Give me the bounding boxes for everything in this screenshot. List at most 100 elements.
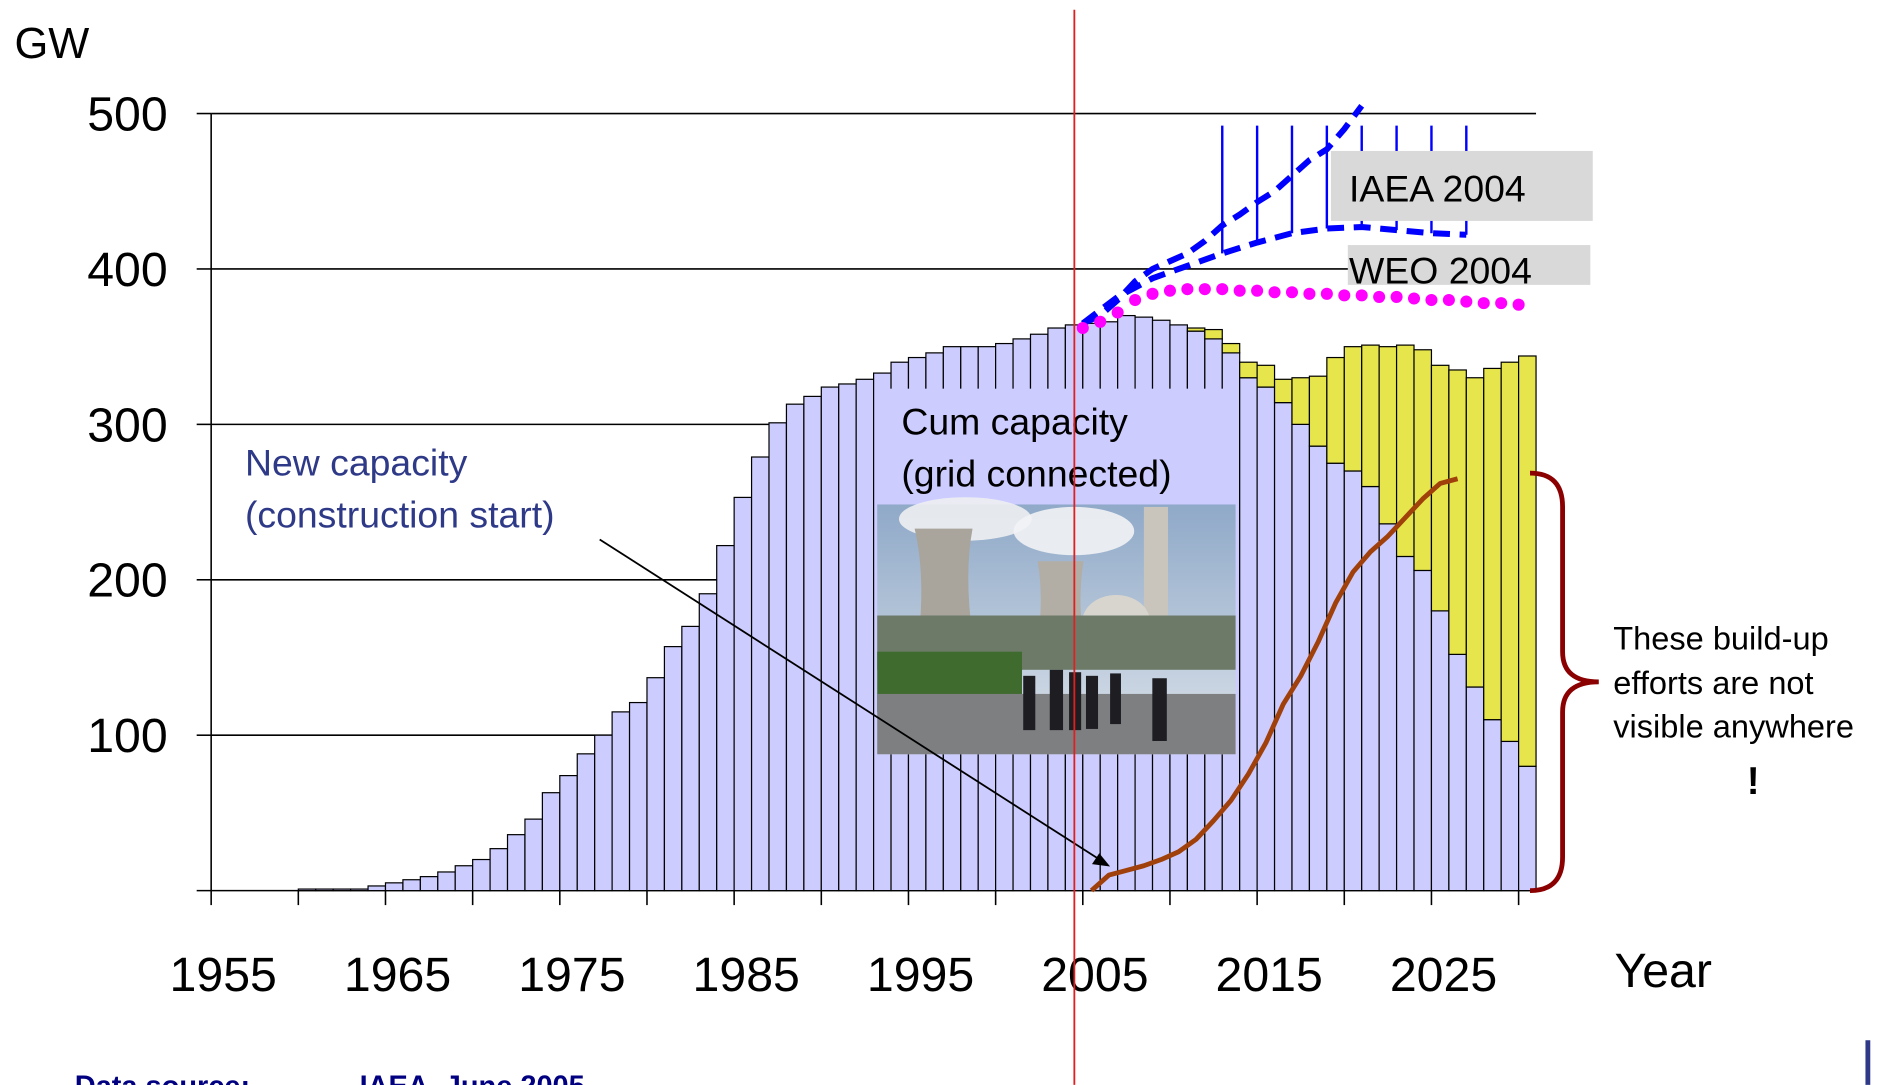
y-tick-label: 100	[87, 709, 168, 763]
weo-dot	[1443, 294, 1455, 306]
new-build-bar	[1275, 379, 1292, 402]
capacity-bar	[1519, 766, 1536, 890]
x-tick-label: 1985	[693, 948, 800, 1002]
capacity-bar	[1466, 687, 1483, 891]
new-build-bar	[1519, 356, 1536, 766]
capacity-bar	[351, 889, 368, 891]
capacity-bar	[1257, 387, 1274, 891]
x-axis-label: Year	[1614, 944, 1712, 998]
capacity-bar	[1379, 524, 1396, 891]
capacity-bar	[647, 678, 664, 891]
source-text: IAEA, June 2005	[360, 1071, 585, 1085]
capacity-bar	[455, 866, 472, 891]
capacity-bar	[1484, 720, 1501, 891]
brace-text: visible anywhere	[1613, 708, 1854, 744]
x-tick-label: 1965	[344, 948, 451, 1002]
capacity-bar	[577, 754, 594, 891]
capacity-bar	[1397, 556, 1414, 890]
x-tick-label: 2015	[1216, 948, 1323, 1002]
new-build-bar	[1379, 347, 1396, 524]
exclaim: !	[1747, 760, 1760, 803]
capacity-bar	[752, 457, 769, 891]
page: {"chart_data": { "type": "bar", "y_label…	[0, 0, 1892, 1085]
capacity-bar	[316, 889, 333, 891]
capacity-bar	[1292, 424, 1309, 890]
x-tick-label: 2025	[1390, 948, 1497, 1002]
weo-dot	[1478, 297, 1490, 309]
capacity-bar	[1327, 463, 1344, 890]
new-capacity-label: (construction start)	[245, 493, 555, 535]
capacity-bar	[682, 626, 699, 890]
capacity-bar	[786, 404, 803, 890]
weo-dot	[1094, 316, 1106, 328]
weo-dot	[1112, 306, 1124, 318]
capacity-bar	[612, 712, 629, 891]
weo-dot	[1269, 286, 1281, 298]
new-build-bar	[1484, 368, 1501, 719]
capacity-bar	[333, 889, 350, 891]
capacity-bar	[1240, 378, 1257, 891]
x-tick-label: 2005	[1041, 948, 1148, 1002]
capacity-bar	[1414, 570, 1431, 890]
new-build-bar	[1309, 376, 1326, 446]
capacity-bar	[821, 387, 838, 891]
weo-dot	[1495, 297, 1507, 309]
weo-dot	[1199, 283, 1211, 295]
capacity-bar	[734, 497, 751, 890]
capacity-bar	[438, 872, 455, 891]
capacity-bar	[403, 880, 420, 891]
weo-dot	[1146, 288, 1158, 300]
capacity-bar	[508, 835, 525, 891]
new-capacity-label: New capacity	[245, 442, 468, 484]
x-tick-label: 1975	[518, 948, 625, 1002]
capacity-bar	[1344, 471, 1361, 891]
weo-dot	[1234, 285, 1246, 297]
new-build-bar	[1222, 344, 1239, 353]
weo-dot	[1321, 288, 1333, 300]
x-tick-label: 1955	[170, 948, 277, 1002]
capacity-bar	[839, 384, 856, 891]
new-build-bar	[1449, 370, 1466, 654]
capacity-bar	[1309, 446, 1326, 890]
capacity-bar	[525, 819, 542, 890]
projection-label: IAEA 2004	[1349, 168, 1526, 210]
new-build-bar	[1501, 362, 1518, 741]
weo-dot	[1129, 294, 1141, 306]
brace-text: efforts are not	[1613, 665, 1813, 701]
y-tick-label: 300	[87, 398, 168, 452]
capacity-bar	[473, 860, 490, 891]
weo-dot	[1077, 322, 1089, 334]
new-build-bar	[1362, 345, 1379, 486]
capacity-bar	[490, 849, 507, 891]
capacity-bar	[298, 889, 315, 891]
weo-dot	[1164, 285, 1176, 297]
cum-label: (grid connected)	[901, 452, 1171, 494]
x-tick-label: 1995	[867, 948, 974, 1002]
new-build-bar	[1344, 347, 1361, 471]
weo-dot	[1408, 292, 1420, 304]
weo-dot	[1425, 294, 1437, 306]
capacity-bar	[717, 546, 734, 891]
weo-dot	[1513, 299, 1525, 311]
new-build-bar	[1240, 362, 1257, 378]
capacity-bar	[560, 776, 577, 891]
weo-dot	[1391, 291, 1403, 303]
corner-mark	[1865, 1040, 1870, 1085]
weo-dot	[1181, 283, 1193, 295]
weo-dot	[1303, 288, 1315, 300]
chart: 1002003004005001955196519751985199520052…	[0, 0, 1892, 1085]
capacity-bar	[420, 877, 437, 891]
weo-dot	[1286, 286, 1298, 298]
capacity-bar	[804, 396, 821, 890]
capacity-bar	[368, 886, 385, 891]
capacity-bar	[1449, 654, 1466, 890]
new-build-bar	[1205, 330, 1222, 339]
new-build-bar	[1414, 350, 1431, 571]
photo	[877, 389, 1235, 755]
weo-dot	[1216, 283, 1228, 295]
weo-dot	[1251, 285, 1263, 297]
new-build-bar	[1187, 328, 1204, 331]
capacity-bar	[664, 647, 681, 891]
capacity-bar	[1431, 611, 1448, 891]
